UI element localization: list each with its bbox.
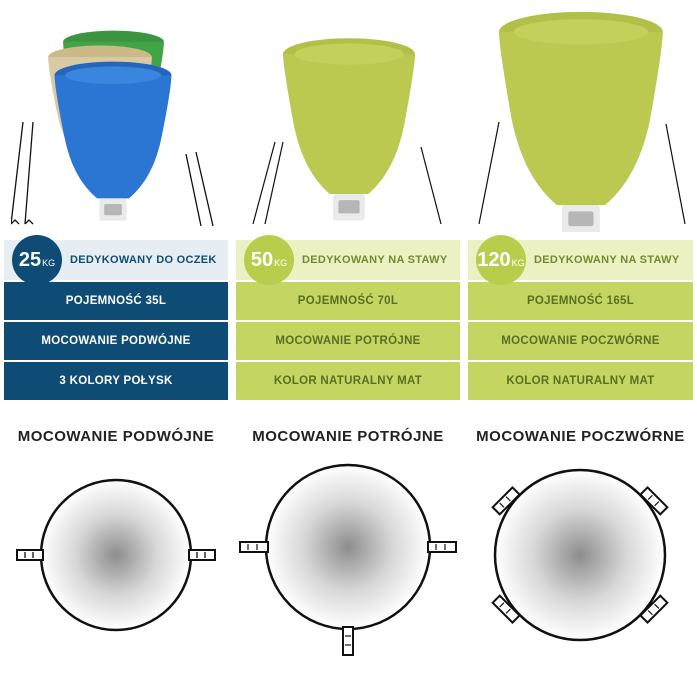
spec-capacity: POJEMNOŚĆ 70L: [236, 282, 460, 320]
badge-row-50: 50 KG DEDYKOWANY NA STAWY: [236, 240, 460, 280]
badge-value: 50: [251, 249, 273, 272]
mount-diagram-quad: [468, 455, 693, 665]
badge-unit: KG: [512, 258, 525, 268]
spec-mount: MOCOWANIE PODWÓJNE: [4, 322, 228, 360]
badge-value: 25: [19, 249, 41, 272]
badge-unit: KG: [42, 258, 55, 268]
product-image-25: [4, 0, 228, 240]
product-image-50: [236, 0, 460, 240]
badge-row-120: 120 KG DEDYKOWANY NA STAWY: [468, 240, 693, 280]
spec-color: KOLOR NATURALNY MAT: [468, 362, 693, 400]
weight-badge-120: 120 KG: [476, 235, 526, 285]
spec-color: KOLOR NATURALNY MAT: [236, 362, 460, 400]
column-120kg: 120 KG DEDYKOWANY NA STAWY POJEMNOŚĆ 165…: [464, 0, 697, 665]
mount-title-double: MOCOWANIE PODWÓJNE: [4, 428, 228, 445]
spec-capacity: POJEMNOŚĆ 35L: [4, 282, 228, 320]
spec-mount: MOCOWANIE POCZWÓRNE: [468, 322, 693, 360]
weight-badge-50: 50 KG: [244, 235, 294, 285]
spec-color: 3 KOLORY POŁYSK: [4, 362, 228, 400]
badge-value: 120: [477, 249, 510, 272]
column-50kg: 50 KG DEDYKOWANY NA STAWY POJEMNOŚĆ 70L …: [232, 0, 464, 665]
badge-row-25: 25 KG DEDYKOWANY DO OCZEK: [4, 240, 228, 280]
mount-title-quad: MOCOWANIE POCZWÓRNE: [468, 428, 693, 445]
mount-diagram-triple: [236, 455, 460, 665]
spec-mount: MOCOWANIE POTRÓJNE: [236, 322, 460, 360]
badge-unit: KG: [274, 258, 287, 268]
column-25kg: 25 KG DEDYKOWANY DO OCZEK POJEMNOŚĆ 35L …: [0, 0, 232, 665]
spec-capacity: POJEMNOŚĆ 165L: [468, 282, 693, 320]
weight-badge-25: 25 KG: [12, 235, 62, 285]
mount-title-triple: MOCOWANIE POTRÓJNE: [236, 428, 460, 445]
product-columns: 25 KG DEDYKOWANY DO OCZEK POJEMNOŚĆ 35L …: [0, 0, 697, 665]
mount-diagram-double: [4, 455, 228, 665]
product-image-120: [468, 0, 693, 240]
